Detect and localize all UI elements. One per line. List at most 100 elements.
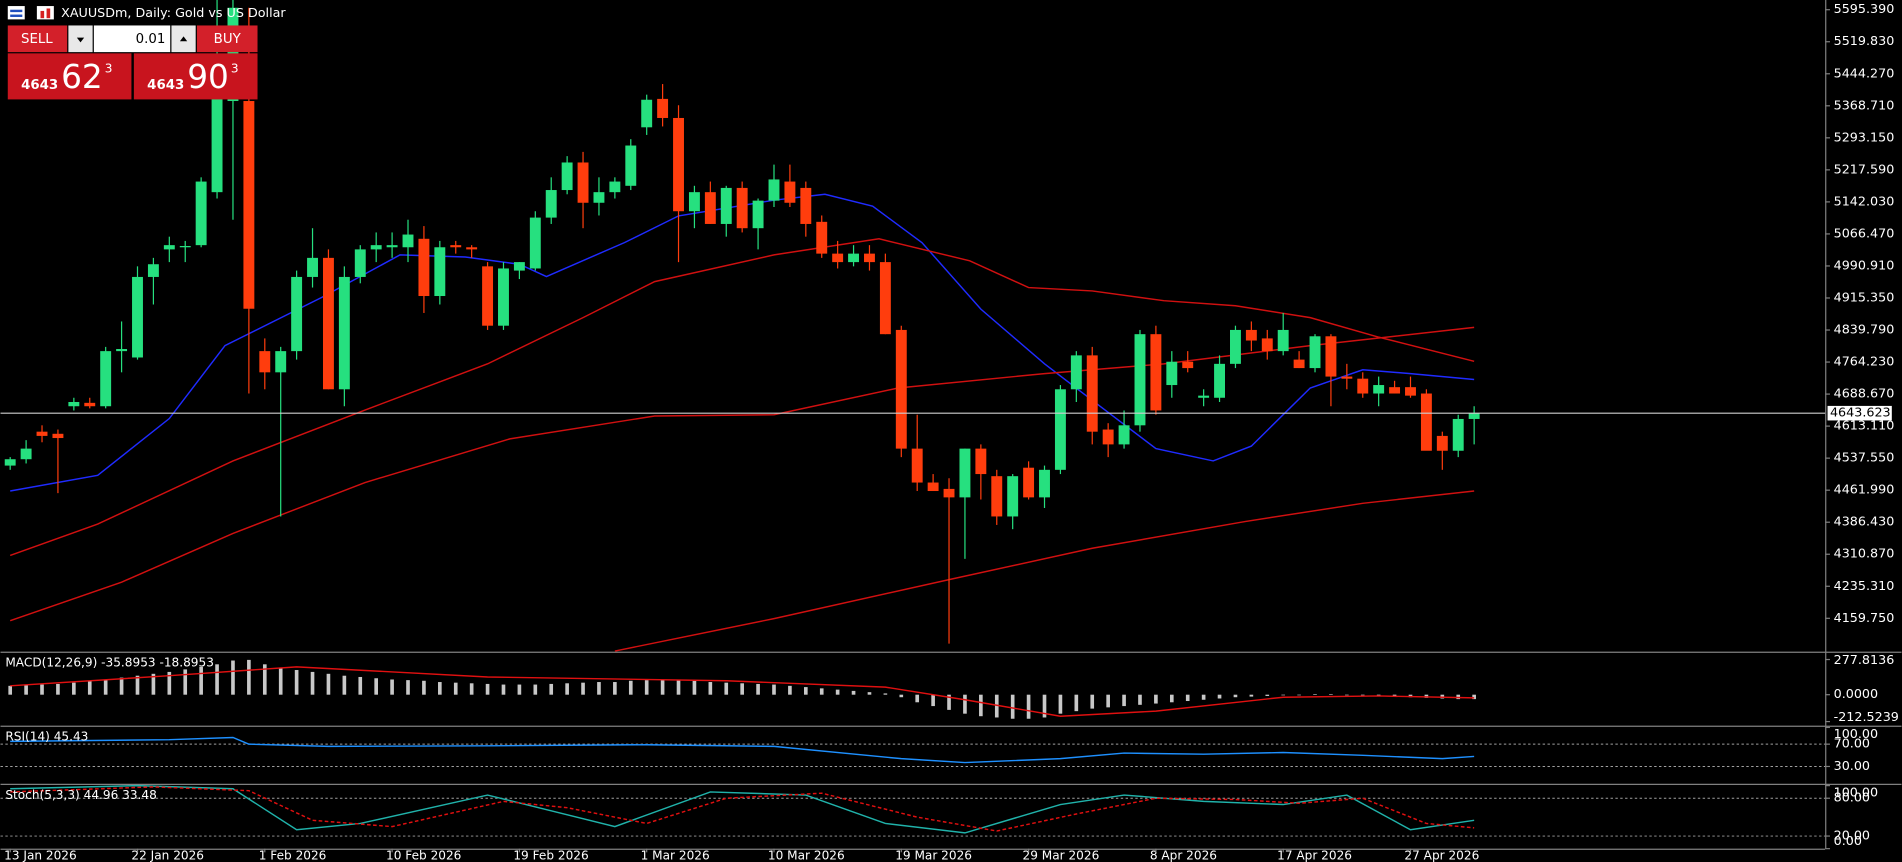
candle-body	[52, 433, 64, 439]
sell-label: SELL	[21, 32, 53, 47]
candle-body	[593, 192, 605, 203]
histogram-bar	[867, 692, 872, 695]
histogram-bar	[1169, 694, 1174, 703]
histogram-bar	[167, 671, 172, 695]
candle-body	[513, 262, 525, 271]
y-tick-label: 5293.150	[1834, 129, 1895, 144]
histogram-bar	[851, 690, 856, 695]
histogram-bar	[56, 683, 60, 695]
date-label: 22 Jan 2026	[131, 848, 204, 862]
y-tick-label: 20.00	[1834, 828, 1870, 843]
histogram-bar	[597, 682, 601, 695]
histogram-bar	[72, 682, 76, 695]
histogram-bar	[151, 673, 156, 695]
y-tick-label: 4688.670	[1834, 386, 1895, 401]
histogram-bar	[883, 693, 888, 695]
histogram-bar	[278, 668, 283, 695]
candle-body	[991, 476, 1003, 517]
candle-body	[1166, 361, 1178, 386]
histogram-bar	[406, 680, 410, 695]
histogram-bar	[1042, 694, 1047, 718]
date-label: 17 Apr 2026	[1277, 848, 1352, 862]
indicator-title: RSI(14) 45.43	[5, 730, 88, 744]
candle-body	[609, 181, 621, 193]
histogram-bar	[262, 664, 267, 695]
histogram-bar	[788, 685, 792, 695]
candle-body	[1007, 476, 1019, 517]
histogram-bar	[660, 679, 665, 695]
candle-body	[163, 245, 175, 250]
candle-body	[895, 329, 907, 449]
header: XAUUSDm, Daily: Gold vs US Dollar	[7, 5, 286, 20]
histogram-bar	[40, 684, 44, 695]
candle-body	[1245, 329, 1257, 341]
histogram-bar	[533, 684, 538, 695]
icon	[36, 6, 54, 20]
histogram-bar	[1106, 694, 1110, 708]
candle-body	[195, 181, 207, 246]
histogram-bar	[326, 673, 331, 695]
candle-body	[752, 200, 764, 229]
candle-body	[482, 266, 494, 326]
histogram-bar	[915, 694, 920, 703]
candle-body	[20, 448, 32, 460]
histogram-bar	[1472, 694, 1476, 700]
candle-body	[116, 349, 128, 352]
histogram-bar	[374, 678, 379, 695]
histogram-bar	[947, 694, 951, 710]
y-tick-label: 70.00	[1834, 736, 1870, 751]
candle-body	[259, 351, 271, 373]
date-label: 8 Apr 2026	[1150, 848, 1217, 862]
candle-body	[1023, 467, 1035, 498]
histogram-bar	[1010, 694, 1015, 719]
y-tick-label: 0.0000	[1834, 686, 1879, 701]
histogram-bar	[994, 694, 999, 718]
candle-body	[1229, 329, 1241, 364]
candle-body	[1293, 359, 1305, 369]
histogram-bar	[1329, 694, 1333, 695]
y-tick-label: 5444.270	[1834, 65, 1895, 80]
histogram-bar	[294, 670, 299, 695]
histogram-bar	[565, 683, 569, 695]
candle-body	[927, 482, 939, 492]
indicator-line	[9, 238, 1475, 557]
histogram-bar	[1058, 694, 1063, 714]
candle-body	[1468, 413, 1480, 419]
candle-body	[1086, 355, 1098, 432]
candle-body	[736, 187, 748, 229]
candle-body	[418, 238, 430, 297]
candle-body	[370, 245, 382, 250]
histogram-bar	[342, 675, 347, 695]
icon	[46, 8, 51, 19]
candle-body	[816, 221, 828, 254]
candle-body	[1182, 361, 1194, 369]
bid-box[interactable]	[7, 53, 132, 100]
histogram-bar	[1281, 694, 1286, 696]
histogram-bar	[135, 675, 140, 695]
histogram-bar	[1360, 694, 1365, 696]
ask-box[interactable]	[133, 53, 258, 100]
buy-button[interactable]	[196, 25, 258, 53]
histogram-bar	[628, 680, 633, 695]
candle-body	[211, 98, 223, 193]
candle-body	[1389, 387, 1401, 394]
y-tick-label: 5142.030	[1834, 193, 1895, 208]
volume-input[interactable]	[93, 25, 171, 53]
candle-body	[1214, 363, 1225, 398]
histogram-bar	[835, 689, 840, 695]
candle-body	[561, 162, 573, 191]
candle-body	[688, 192, 700, 212]
y-tick-label: 5217.590	[1834, 161, 1895, 176]
candle-body	[1277, 329, 1289, 352]
candle-body	[1134, 334, 1146, 426]
date-label: 27 Apr 2026	[1404, 848, 1479, 862]
histogram-bar	[1026, 694, 1031, 719]
candle-body	[1309, 336, 1321, 369]
bid-big: 4643	[21, 78, 58, 93]
candle-body	[1118, 425, 1130, 445]
candle-body	[720, 187, 732, 224]
sell-button[interactable]	[7, 25, 68, 53]
candle-body	[800, 187, 812, 224]
